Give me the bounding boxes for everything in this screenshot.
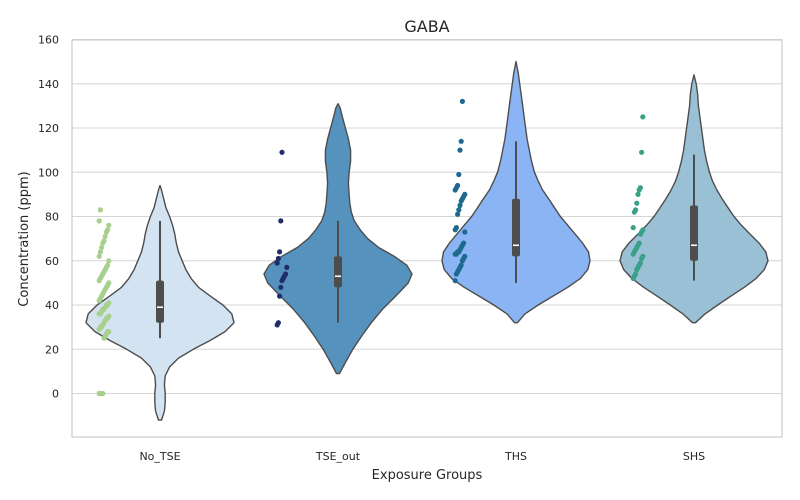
- data-point: [456, 207, 462, 213]
- data-point: [97, 249, 103, 255]
- y-tick-label: 60: [45, 255, 59, 268]
- data-point: [278, 218, 284, 224]
- data-point: [634, 200, 640, 206]
- data-point: [458, 138, 464, 144]
- strip-points: [96, 98, 646, 397]
- x-tick-label: THS: [504, 450, 527, 463]
- y-tick-label: 80: [45, 211, 59, 224]
- x-tick-labels: No_TSE TSE_out THS SHS: [139, 450, 705, 463]
- data-point: [275, 320, 281, 326]
- data-point: [101, 238, 107, 244]
- y-tick-label: 100: [38, 166, 59, 179]
- y-tick-label: 40: [45, 299, 59, 312]
- data-point: [284, 264, 290, 270]
- data-point: [637, 185, 644, 191]
- y-tick-label: 160: [38, 34, 59, 47]
- data-point: [640, 253, 646, 259]
- iqr-box: [334, 256, 342, 288]
- data-point: [461, 240, 467, 246]
- data-point: [635, 191, 641, 197]
- data-point: [639, 149, 645, 155]
- plot-frame: [71, 39, 783, 438]
- x-tick-label: TSE_out: [315, 450, 361, 463]
- data-point: [279, 149, 285, 155]
- data-point: [457, 147, 463, 153]
- data-point: [458, 262, 464, 268]
- x-tick-label: SHS: [683, 450, 705, 463]
- data-point: [283, 271, 289, 277]
- y-tick-label: 140: [38, 78, 59, 91]
- data-point: [633, 271, 639, 277]
- data-point: [97, 207, 103, 213]
- data-point: [640, 227, 646, 233]
- data-point: [453, 225, 459, 231]
- data-point: [96, 253, 102, 259]
- data-point: [277, 249, 283, 255]
- data-point: [637, 260, 644, 266]
- data-point: [462, 191, 468, 197]
- data-point: [100, 390, 106, 397]
- data-point: [106, 222, 112, 228]
- x-axis-label: Exposure Groups: [372, 468, 483, 483]
- data-point: [462, 253, 468, 259]
- data-point: [630, 225, 636, 231]
- y-axis-label: Concentration (ppm): [17, 171, 32, 306]
- data-point: [105, 227, 111, 233]
- iqr-box: [512, 198, 520, 257]
- iqr-box: [156, 280, 164, 323]
- data-point: [106, 280, 112, 286]
- y-tick-labels: 0 20 40 60 80 100 120 140 160: [38, 34, 59, 401]
- data-point: [102, 233, 108, 239]
- iqr-box: [690, 205, 698, 261]
- data-point: [274, 260, 280, 266]
- data-point: [459, 98, 465, 104]
- data-point: [636, 240, 642, 246]
- data-point: [99, 244, 105, 251]
- x-tick-label: No_TSE: [139, 450, 180, 463]
- data-point: [277, 293, 283, 299]
- data-point: [106, 313, 112, 319]
- data-point: [457, 202, 463, 208]
- y-tick-label: 120: [38, 122, 59, 135]
- data-point: [106, 329, 112, 335]
- data-point: [640, 114, 646, 120]
- data-point: [275, 255, 281, 262]
- data-point: [456, 171, 462, 178]
- data-point: [455, 182, 461, 189]
- data-point: [106, 300, 112, 306]
- data-point: [633, 207, 639, 213]
- data-point: [455, 211, 461, 217]
- data-point: [278, 284, 284, 290]
- y-tick-label: 0: [52, 388, 59, 401]
- data-point: [462, 229, 468, 235]
- data-point: [106, 258, 112, 264]
- data-point: [105, 262, 111, 268]
- chart-title: GABA: [404, 17, 449, 36]
- data-point: [96, 218, 102, 224]
- y-tick-label: 20: [45, 343, 59, 356]
- violins: [85, 60, 769, 421]
- data-point: [452, 278, 458, 284]
